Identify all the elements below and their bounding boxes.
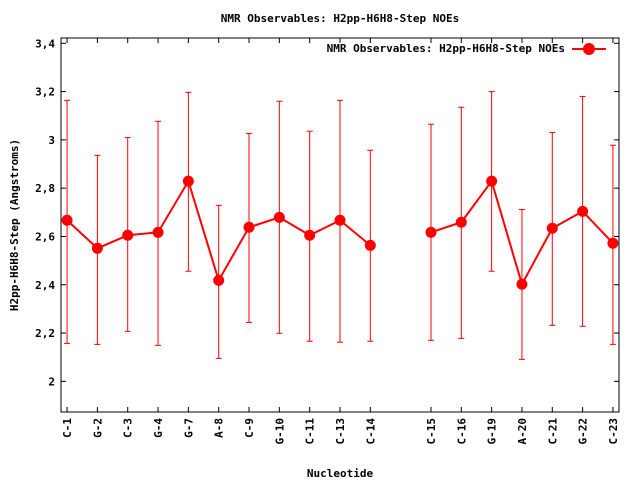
data-point <box>455 216 467 228</box>
data-point <box>213 274 225 286</box>
data-point <box>152 226 164 238</box>
x-axis: C-1 G-2 C-3 G-4 G-7 A-8 C-9 G-10 C-11 C-13 C-14 C-1… <box>61 38 620 445</box>
x-tick-label: C-14 <box>364 418 377 445</box>
data-point <box>91 242 103 254</box>
y-tick-label: 2,4 <box>35 279 55 292</box>
data-point <box>304 229 316 241</box>
legend-marker <box>583 43 595 55</box>
x-tick-label: C-21 <box>546 418 559 445</box>
x-axis-label: Nucleotide <box>307 467 374 480</box>
data-point <box>516 278 528 290</box>
x-tick-label: G-4 <box>152 418 165 438</box>
y-tick-label: 2,8 <box>35 182 55 195</box>
y-axis-label: H2pp-H6H8-Step (Angstroms) <box>8 139 21 311</box>
legend: NMR Observables: H2pp-H6H8-Step NOEs <box>327 42 606 55</box>
y-tick-label: 2,2 <box>35 327 55 340</box>
x-tick-label: C-15 <box>425 418 438 445</box>
legend-label: NMR Observables: H2pp-H6H8-Step NOEs <box>327 42 565 55</box>
x-tick-label: A-8 <box>213 418 226 438</box>
x-tick-label: G-7 <box>182 418 195 438</box>
x-tick-label: G-22 <box>577 418 590 445</box>
data-point <box>243 221 255 233</box>
x-tick-label: C-3 <box>122 418 135 438</box>
data-point <box>546 222 558 234</box>
y-tick-label: 2 <box>48 375 55 388</box>
x-tick-label: A-20 <box>516 418 529 445</box>
y-tick-label: 3,4 <box>35 37 55 50</box>
y-tick-label: 3 <box>48 134 55 147</box>
data-point <box>334 214 346 226</box>
data-point <box>273 211 285 223</box>
x-tick-label: C-23 <box>607 418 620 445</box>
x-tick-label: C-16 <box>455 418 468 445</box>
x-tick-label: G-19 <box>486 418 499 445</box>
data-point <box>486 175 498 187</box>
x-tick-label: G-2 <box>91 418 104 438</box>
data-point <box>425 226 437 238</box>
data-point <box>364 239 376 251</box>
y-tick-label: 2,6 <box>35 230 55 243</box>
x-tick-label: C-11 <box>304 418 317 445</box>
data-point <box>182 175 194 187</box>
data-point <box>122 229 134 241</box>
series <box>61 91 619 360</box>
x-tick-label: G-10 <box>273 418 286 445</box>
data-point <box>61 214 73 226</box>
data-point <box>607 237 619 249</box>
x-tick-label: C-9 <box>243 418 256 438</box>
chart-title: NMR Observables: H2pp-H6H8-Step NOEs <box>221 12 459 25</box>
y-axis: 2 2,2 2,4 2,6 2,8 3 3,2 3,4 <box>35 37 619 388</box>
data-point <box>577 205 589 217</box>
x-tick-label: C-1 <box>61 418 74 438</box>
x-tick-label: C-13 <box>334 418 347 445</box>
y-tick-label: 3,2 <box>35 86 55 99</box>
